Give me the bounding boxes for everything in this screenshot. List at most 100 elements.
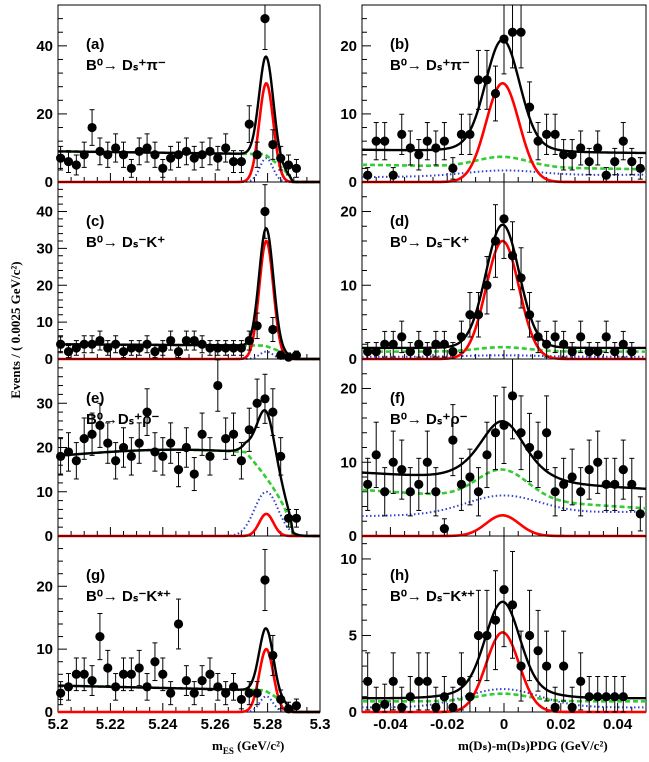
data-point <box>482 450 492 460</box>
signal-curve <box>58 647 320 714</box>
data-point <box>134 146 144 156</box>
y-tick-label: 30 <box>36 240 53 257</box>
data-point <box>268 324 278 335</box>
data-point <box>405 487 415 497</box>
data-point <box>244 425 254 435</box>
total-fit-curve <box>57 627 320 714</box>
data-point <box>584 347 594 357</box>
blue-background-curve <box>361 688 646 709</box>
data-point <box>533 646 543 656</box>
data-point <box>465 472 475 482</box>
y-tick-label: 0 <box>349 528 357 545</box>
data-point <box>126 669 136 679</box>
data-point <box>550 129 560 139</box>
data-point <box>499 584 509 595</box>
data-point <box>56 451 66 461</box>
data-point <box>533 136 543 146</box>
data-point <box>87 675 97 686</box>
data-point <box>490 236 501 246</box>
data-point <box>593 692 603 702</box>
y-tick-label: 20 <box>340 204 357 221</box>
data-point <box>213 682 223 692</box>
data-point <box>213 343 223 353</box>
blue-background-curve <box>361 494 647 518</box>
data-point <box>126 343 136 353</box>
data-point <box>189 688 199 698</box>
data-point <box>635 163 645 173</box>
data-point <box>283 160 294 170</box>
data-point <box>252 688 262 698</box>
y-tick-label: 20 <box>340 381 357 398</box>
data-point <box>576 332 586 342</box>
data-point <box>63 682 74 692</box>
data-point <box>142 339 152 349</box>
data-point <box>363 170 373 180</box>
data-point <box>126 163 136 173</box>
data-point <box>397 702 407 713</box>
y-tick-label: 0 <box>349 174 357 191</box>
data-point <box>181 335 191 346</box>
data-point <box>635 509 645 519</box>
data-point <box>252 150 262 160</box>
data-point <box>431 143 441 153</box>
data-point <box>95 420 105 430</box>
panel-label: (e) <box>86 390 104 407</box>
data-point <box>576 143 586 153</box>
decay-mode-label: B⁰→ Dₛ⁺π⁻ <box>86 57 166 74</box>
data-point <box>150 447 160 457</box>
data-point <box>134 343 144 353</box>
data-point <box>490 88 501 99</box>
data-point <box>95 335 105 346</box>
data-point <box>118 150 129 160</box>
data-point <box>71 160 81 170</box>
data-point <box>79 150 89 160</box>
data-point <box>205 451 215 461</box>
data-point <box>363 676 373 686</box>
panel-label: (d) <box>390 213 409 230</box>
data-point <box>103 663 113 673</box>
data-point <box>499 420 509 430</box>
data-point <box>610 692 620 702</box>
data-point <box>173 619 184 629</box>
panel-label: (a) <box>86 36 104 53</box>
y-tick-label: 10 <box>36 314 53 331</box>
panel-f: 0 10 20 (f) B⁰→ Dₛ⁺ρ⁻ <box>340 358 647 545</box>
data-point <box>371 702 381 713</box>
data-point <box>371 347 381 357</box>
data-point <box>158 451 168 461</box>
data-point <box>567 472 577 482</box>
data-point <box>559 661 569 671</box>
data-point <box>118 669 129 679</box>
data-point <box>507 391 518 401</box>
y-tick-label: 20 <box>36 440 53 457</box>
data-point <box>221 343 231 353</box>
data-point <box>584 156 594 167</box>
data-point <box>79 434 89 444</box>
y-tick-label: 20 <box>340 38 357 55</box>
data-point <box>111 456 121 466</box>
data-point <box>431 339 441 349</box>
data-point <box>276 350 286 360</box>
data-point <box>388 339 398 349</box>
x-tick-label: -0.04 <box>373 716 408 733</box>
y-tick-label: 40 <box>36 38 53 55</box>
data-point <box>197 150 207 160</box>
data-point <box>618 339 628 349</box>
data-point <box>448 163 458 173</box>
data-point <box>490 615 501 625</box>
data-point <box>260 14 270 24</box>
data-point <box>71 456 81 466</box>
y-tick-label: 0 <box>45 528 53 545</box>
data-point <box>439 524 449 534</box>
data-point <box>111 682 121 692</box>
data-point <box>431 487 441 497</box>
data-point <box>71 343 81 353</box>
data-point <box>276 694 286 705</box>
y-tick-label: 10 <box>340 454 357 471</box>
data-point <box>291 163 302 173</box>
data-point <box>181 442 191 453</box>
data-point <box>221 143 231 153</box>
data-point <box>205 146 215 156</box>
data-point <box>618 692 628 702</box>
panel-e: 0 10 20 30 (e) B⁰→Dₛ⁺ρ⁻ <box>36 358 321 545</box>
